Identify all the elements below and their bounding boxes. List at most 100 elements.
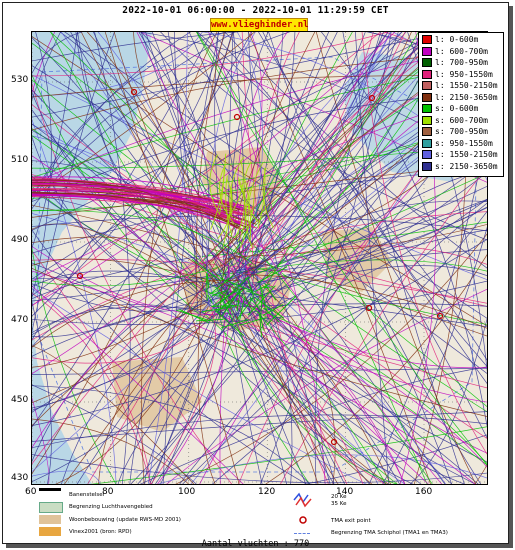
flight-track	[265, 254, 487, 484]
flight-track	[113, 32, 239, 311]
contour-icon	[293, 492, 312, 508]
flight-track	[32, 256, 253, 472]
vlieghinder-brand-label[interactable]: www.vlieghinder.nl	[210, 18, 309, 32]
flight-track	[382, 226, 487, 484]
flight-track	[265, 295, 297, 326]
flight-track	[257, 266, 288, 284]
flight-track	[259, 285, 268, 312]
flight-track	[138, 32, 446, 484]
flight-track	[32, 267, 218, 287]
flight-track	[32, 414, 487, 449]
legend-item: l: 600-700m	[422, 46, 488, 57]
flight-track	[280, 166, 487, 484]
flight-track	[239, 317, 267, 326]
legend-label: l: 950-1550m	[435, 69, 493, 79]
key-tma-exit: TMA exit point	[331, 518, 371, 524]
legend-item: s: 700-950m	[422, 127, 488, 137]
key-airport-boundary: Begrenzing Luchthavengebied	[69, 504, 153, 510]
flight-track	[255, 32, 389, 253]
flight-count: Aantal vluchten : 770	[201, 539, 310, 549]
legend-label: l: 600-700m	[435, 46, 488, 56]
flight-track	[32, 238, 487, 426]
flight-track	[260, 293, 263, 314]
flight-track	[32, 32, 443, 280]
x-tick-60: 60	[25, 487, 37, 497]
flight-track	[59, 32, 230, 270]
flight-track	[262, 32, 487, 367]
flight-track	[140, 366, 487, 484]
flight-track	[32, 266, 255, 338]
flight-track	[32, 262, 422, 484]
flight-track	[32, 155, 206, 294]
flight-track	[32, 32, 227, 198]
legend-item: l: 700-950m	[422, 58, 488, 68]
flight-track	[216, 286, 364, 484]
flight-track	[87, 253, 221, 484]
tma-exit-point-icon	[368, 94, 376, 102]
flight-track	[32, 280, 487, 325]
flight-track	[226, 287, 487, 454]
flight-track	[75, 32, 198, 263]
vinex-swatch	[39, 527, 61, 536]
flight-track	[315, 32, 476, 484]
flight-track	[250, 283, 379, 484]
flight-track	[32, 294, 244, 357]
flight-track	[219, 153, 227, 214]
x-tick-100: 100	[178, 487, 196, 497]
flight-track	[214, 310, 245, 337]
y-tick-490: 490	[11, 235, 29, 245]
flight-track	[94, 32, 131, 484]
y-tick-450: 450	[11, 395, 29, 405]
flight-track	[223, 286, 406, 484]
flight-track	[98, 279, 212, 484]
flight-track	[151, 32, 204, 258]
flight-track	[32, 32, 234, 475]
flight-track	[32, 32, 61, 101]
flight-track	[245, 200, 487, 300]
flight-track	[196, 32, 428, 484]
legend-swatch	[422, 138, 432, 148]
key-vinex: Vinex2001 (bron: RPD)	[69, 529, 132, 535]
flight-track	[32, 171, 487, 411]
x-tick-160: 160	[415, 487, 433, 497]
flight-track	[217, 291, 228, 297]
flight-track	[225, 291, 487, 328]
flight-track	[225, 175, 233, 236]
flight-track	[195, 32, 225, 302]
tma-exit-point-icon	[299, 516, 307, 524]
flight-track	[206, 273, 208, 301]
flight-track	[304, 434, 487, 484]
flight-track	[32, 32, 213, 341]
flight-track	[32, 411, 487, 442]
tma-exit-point-icon	[233, 113, 241, 121]
flight-track	[32, 184, 238, 229]
flight-track	[32, 454, 487, 484]
flight-track	[160, 32, 487, 241]
flight-track	[32, 118, 117, 484]
flight-track	[32, 179, 241, 230]
flight-track	[32, 255, 201, 300]
flight-track	[32, 250, 151, 484]
flight-track	[259, 314, 264, 331]
flight-track	[182, 202, 487, 484]
flight-track	[247, 32, 431, 484]
legend-label: s: 700-950m	[435, 127, 488, 136]
grid-layer	[32, 32, 487, 484]
legend-swatch	[422, 104, 432, 113]
flight-track	[227, 307, 386, 484]
flight-track	[219, 163, 235, 225]
flight-track	[157, 454, 487, 484]
flight-track	[32, 193, 236, 228]
flight-track	[239, 296, 246, 321]
flight-track	[145, 32, 346, 484]
flight-track	[147, 32, 188, 484]
flight-track	[238, 181, 246, 242]
flight-track	[136, 32, 443, 484]
runway-symbol	[39, 488, 61, 491]
flight-track	[133, 32, 256, 272]
flight-track	[196, 32, 487, 466]
flight-track	[207, 294, 213, 304]
flight-track	[32, 210, 256, 267]
y-tick-430: 430	[11, 473, 29, 483]
x-tick-140: 140	[336, 487, 354, 497]
